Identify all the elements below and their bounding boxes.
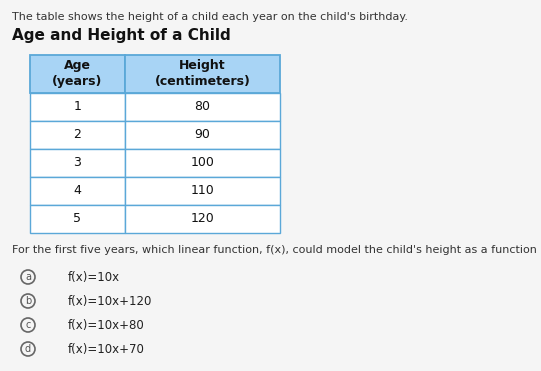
Bar: [30, 55, 125, 93]
Text: f(x)=10x+70: f(x)=10x+70: [68, 342, 145, 355]
Bar: [30, 149, 125, 177]
Bar: [125, 205, 280, 233]
Text: f(x)=10x+120: f(x)=10x+120: [68, 295, 153, 308]
Text: Age and Height of a Child: Age and Height of a Child: [12, 28, 231, 43]
Bar: [125, 149, 280, 177]
Text: 2: 2: [74, 128, 82, 141]
Bar: [30, 121, 125, 149]
Text: a: a: [25, 272, 31, 282]
Text: b: b: [25, 296, 31, 306]
Text: d: d: [25, 344, 31, 354]
Text: 4: 4: [74, 184, 82, 197]
Text: 110: 110: [190, 184, 214, 197]
Bar: [125, 177, 280, 205]
Text: f(x)=10x+80: f(x)=10x+80: [68, 318, 145, 332]
Bar: [125, 121, 280, 149]
Bar: [30, 93, 125, 121]
Text: 3: 3: [74, 157, 82, 170]
Bar: [30, 205, 125, 233]
Bar: [125, 55, 280, 93]
Text: 90: 90: [195, 128, 210, 141]
Bar: [125, 93, 280, 121]
Text: The table shows the height of a child each year on the child's birthday.: The table shows the height of a child ea…: [12, 12, 408, 22]
Text: 120: 120: [190, 213, 214, 226]
Text: 80: 80: [195, 101, 210, 114]
Bar: [30, 177, 125, 205]
Text: For the first five years, which linear function, f(x), could model the child's h: For the first five years, which linear f…: [12, 245, 541, 255]
Text: 5: 5: [74, 213, 82, 226]
Text: c: c: [25, 320, 31, 330]
Text: f(x)=10x: f(x)=10x: [68, 270, 120, 283]
Text: Height
(centimeters): Height (centimeters): [155, 59, 250, 89]
Text: Age
(years): Age (years): [52, 59, 103, 89]
Text: 1: 1: [74, 101, 82, 114]
Text: 100: 100: [190, 157, 214, 170]
